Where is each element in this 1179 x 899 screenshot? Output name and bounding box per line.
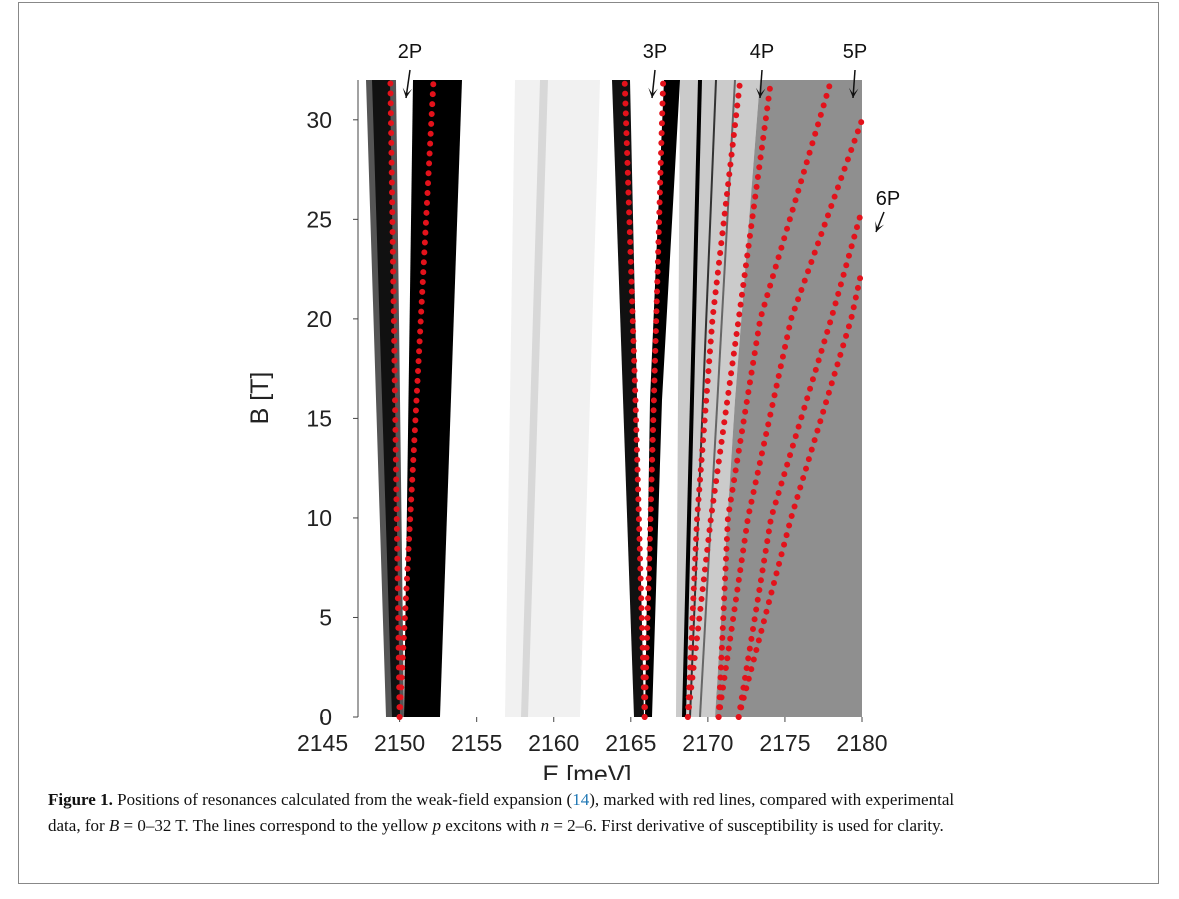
x-tick-label: 2175	[759, 730, 810, 756]
caption-text: data, for	[48, 816, 109, 835]
y-axis-label: B [T]	[246, 372, 274, 425]
y-tick-label: 20	[306, 306, 332, 332]
annotation-arrow	[759, 69, 763, 99]
caption-math: p	[432, 816, 441, 835]
resonance-line	[396, 77, 437, 720]
caption-math: B	[108, 816, 120, 835]
resonance-line	[684, 77, 744, 720]
caption-text: excitons with	[440, 816, 541, 835]
y-tick-label: 25	[306, 206, 332, 232]
x-tick-label: 2180	[836, 730, 887, 756]
x-tick-label: 2150	[374, 730, 425, 756]
y-tick-label: 0	[319, 704, 332, 730]
x-tick-label: 2145	[297, 730, 348, 756]
spectrum-image	[358, 80, 862, 717]
annotation-label: 4P	[750, 41, 774, 63]
x-tick-label: 2155	[451, 730, 502, 756]
caption-text: ), marked with red lines, compared with …	[589, 790, 955, 809]
x-tick-label: 2165	[605, 730, 656, 756]
annotation-label: 3P	[643, 41, 667, 63]
resonance-line	[641, 77, 667, 720]
chart: B [T] E [meV] 0 5 10 15 20 25 30 2145 2150 2155 21…	[246, 41, 900, 780]
caption-math: n	[540, 816, 550, 835]
resonance-line	[387, 77, 403, 720]
arrow-head	[648, 87, 658, 98]
y-tick-label: 30	[306, 107, 332, 133]
caption-text: = 0–32 T. The lines correspond to the ye…	[119, 816, 433, 835]
x-tick-label: 2160	[528, 730, 579, 756]
annotation-arrow	[651, 69, 656, 99]
arrow-head	[755, 87, 766, 98]
annotation-label: 5P	[843, 41, 867, 63]
resonance-line	[715, 116, 865, 720]
annotation-arrow	[405, 69, 411, 99]
caption-text: = 2–6. First derivative of susceptibilit…	[549, 816, 944, 835]
figure-frame	[18, 2, 1159, 884]
arrow-head	[875, 221, 885, 232]
resonance-line	[735, 206, 865, 720]
caption-text: Positions of resonances calculated from …	[112, 790, 573, 809]
x-tick-label: 2170	[682, 730, 733, 756]
resonance-line	[684, 77, 775, 720]
reference-link[interactable]: 14	[572, 790, 590, 809]
arrow-head	[402, 87, 413, 98]
caption: Figure 1. Positions of resonances calcul…	[48, 787, 1148, 839]
x-axis-label: E [meV]	[543, 761, 632, 780]
resonance-line	[735, 266, 865, 720]
resonance-line	[715, 77, 835, 720]
y-tick-label: 10	[306, 505, 332, 531]
annotation-label: 6P	[876, 188, 900, 210]
y-tick-label: 5	[319, 604, 332, 630]
arrow-head	[848, 87, 859, 98]
annotation-label: 2P	[398, 41, 422, 63]
y-tick-label: 15	[306, 405, 332, 431]
resonance-line	[621, 77, 648, 720]
annotation-arrow	[852, 69, 856, 99]
caption-label: Figure 1.	[48, 790, 113, 809]
